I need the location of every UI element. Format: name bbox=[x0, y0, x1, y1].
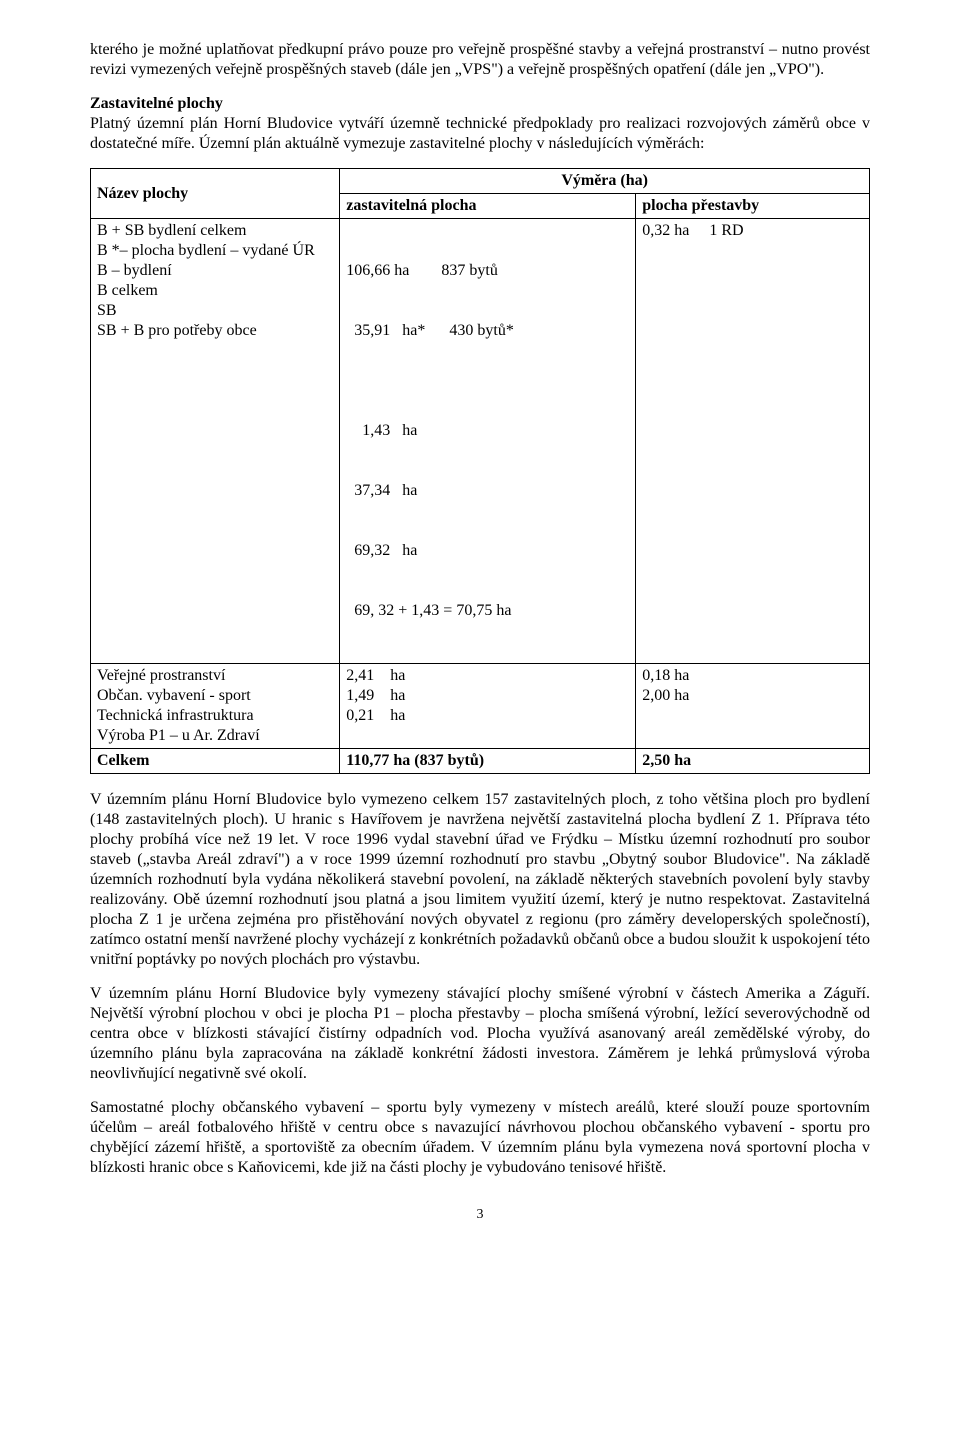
area-table: Název plochy Výměra (ha) zastavitelná pl… bbox=[90, 168, 870, 774]
cell-text: 1,49 ha bbox=[346, 686, 629, 706]
cell-pres-2: 0,18 ha 2,00 ha bbox=[636, 664, 870, 749]
paragraph-body-1: V územním plánu Horní Bludovice bylo vym… bbox=[90, 790, 870, 970]
cell-text: 106,66 ha 837 bytů bbox=[346, 261, 629, 281]
cell-text: 69, 32 + 1,43 = 70,75 ha bbox=[346, 601, 629, 621]
cell-text: Občan. vybavení - sport bbox=[97, 686, 333, 706]
cell-text: Technická infrastruktura bbox=[97, 706, 333, 726]
th-vymera: Výměra (ha) bbox=[340, 169, 870, 194]
paragraph-intro: kterého je možné uplatňovat předkupní pr… bbox=[90, 40, 870, 80]
paragraph-body-3: Samostatné plochy občanského vybavení – … bbox=[90, 1098, 870, 1178]
document-page: kterého je možné uplatňovat předkupní pr… bbox=[0, 0, 960, 1274]
table-row: B + SB bydlení celkem B *– plocha bydlen… bbox=[91, 219, 870, 664]
cell-text: 0,32 ha 1 RD bbox=[642, 221, 863, 241]
cell-name-2: Veřejné prostranství Občan. vybavení - s… bbox=[91, 664, 340, 749]
table-header-row-1: Název plochy Výměra (ha) bbox=[91, 169, 870, 194]
cell-text: B celkem bbox=[97, 281, 333, 301]
paragraph-zastavitelne: Platný územní plán Horní Bludovice vytvá… bbox=[90, 114, 870, 154]
cell-text: B *– plocha bydlení – vydané ÚR bbox=[97, 241, 333, 261]
cell-zast-2: 2,41 ha 1,49 ha 0,21 ha bbox=[340, 664, 636, 749]
th-zastav: zastavitelná plocha bbox=[340, 194, 636, 219]
cell-text: Veřejné prostranství bbox=[97, 666, 333, 686]
cell-zast-1: 106,66 ha 837 bytů 35,91 ha* 430 bytů* 1… bbox=[340, 219, 636, 664]
cell-text: 37,34 ha bbox=[346, 481, 629, 501]
cell-text: 2,00 ha bbox=[642, 686, 863, 706]
cell-pres-1: 0,32 ha 1 RD bbox=[636, 219, 870, 664]
cell-pres-total: 2,50 ha bbox=[636, 749, 870, 774]
table-row-total: Celkem 110,77 ha (837 bytů) 2,50 ha bbox=[91, 749, 870, 774]
cell-text: 1,43 ha bbox=[346, 421, 629, 441]
cell-text: 69,32 ha bbox=[346, 541, 629, 561]
cell-text: 2,41 ha bbox=[346, 666, 629, 686]
cell-text: B – bydlení bbox=[97, 261, 333, 281]
cell-zast-total: 110,77 ha (837 bytů) bbox=[340, 749, 636, 774]
paragraph-body-2: V územním plánu Horní Bludovice byly vym… bbox=[90, 984, 870, 1084]
th-prestav: plocha přestavby bbox=[636, 194, 870, 219]
page-number: 3 bbox=[90, 1206, 870, 1224]
cell-name-1: B + SB bydlení celkem B *– plocha bydlen… bbox=[91, 219, 340, 664]
cell-text: SB bbox=[97, 301, 333, 321]
cell-text: 0,18 ha bbox=[642, 666, 863, 686]
cell-text: 35,91 ha* 430 bytů* bbox=[346, 321, 629, 341]
cell-text: SB + B pro potřeby obce bbox=[97, 321, 333, 341]
th-name: Název plochy bbox=[91, 169, 340, 219]
cell-text: 0,21 ha bbox=[346, 706, 629, 726]
cell-text: B + SB bydlení celkem bbox=[97, 221, 333, 241]
cell-name-total: Celkem bbox=[91, 749, 340, 774]
heading-zastavitelne: Zastavitelné plochy bbox=[90, 94, 870, 114]
cell-text: Výroba P1 – u Ar. Zdraví bbox=[97, 726, 333, 746]
table-row: Veřejné prostranství Občan. vybavení - s… bbox=[91, 664, 870, 749]
